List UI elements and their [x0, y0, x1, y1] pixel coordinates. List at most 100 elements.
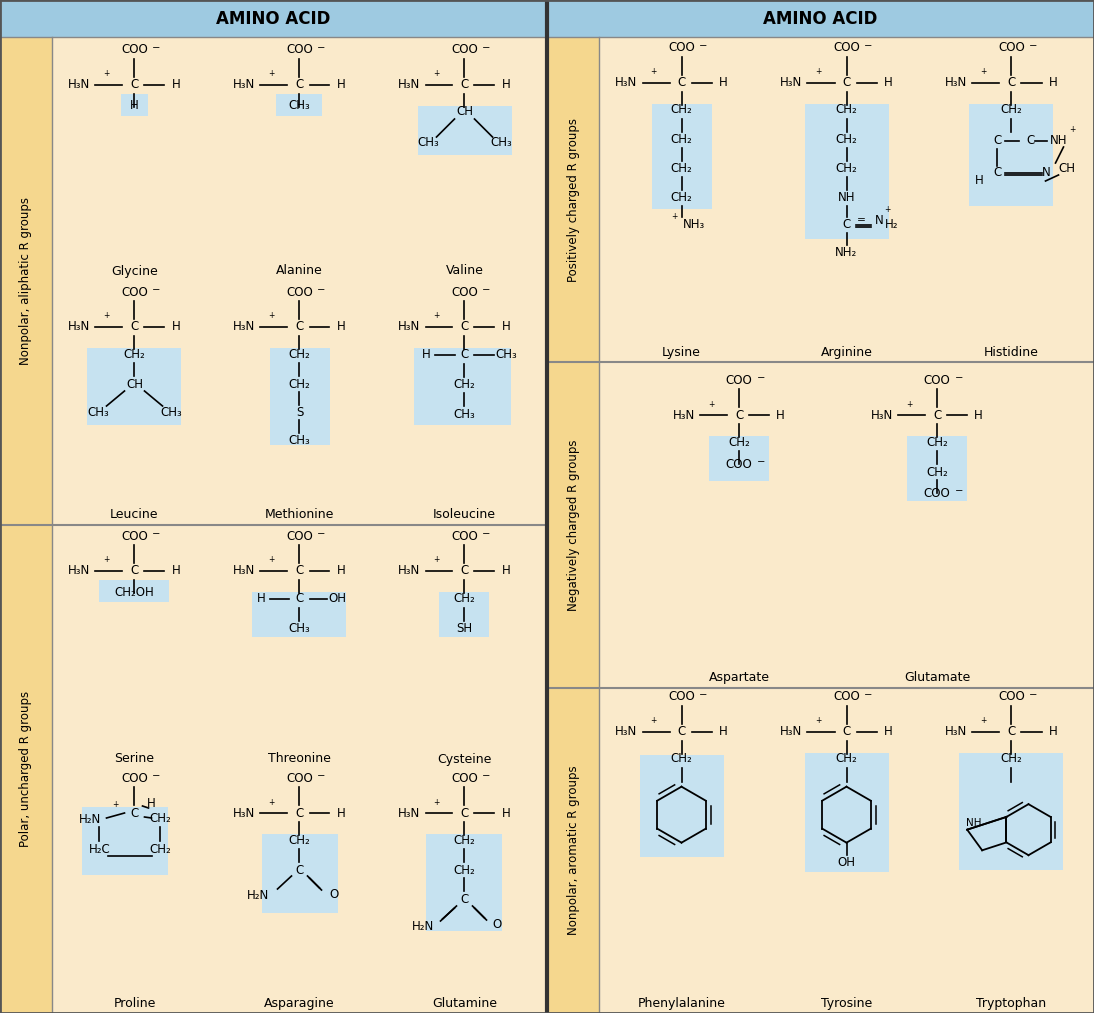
Text: −: − — [699, 690, 708, 700]
Text: +: + — [815, 716, 822, 725]
Text: H₃N: H₃N — [68, 320, 91, 333]
Text: H₃N: H₃N — [233, 320, 256, 333]
Text: COO: COO — [287, 772, 313, 784]
Text: Negatively charged R groups: Negatively charged R groups — [567, 440, 580, 611]
Text: −: − — [955, 486, 963, 496]
Bar — [959, 753, 1063, 870]
Text: CH: CH — [1059, 162, 1075, 175]
Text: −: − — [152, 529, 161, 539]
Text: −: − — [152, 43, 161, 53]
Text: −: − — [864, 41, 872, 51]
Text: CH₂: CH₂ — [454, 592, 476, 605]
Text: NH₃: NH₃ — [683, 219, 705, 232]
Text: C: C — [677, 725, 686, 738]
Text: C: C — [993, 135, 1002, 148]
Text: CH₂: CH₂ — [836, 134, 858, 147]
Text: COO: COO — [726, 458, 753, 471]
Text: −: − — [955, 374, 963, 383]
Text: C: C — [295, 863, 304, 876]
Text: COO: COO — [668, 42, 695, 55]
Text: C: C — [842, 219, 851, 232]
Text: +: + — [650, 716, 656, 725]
Text: Tryptophan: Tryptophan — [977, 997, 1047, 1010]
Text: +: + — [671, 212, 677, 221]
Text: H: H — [257, 592, 266, 605]
Bar — [82, 807, 167, 875]
Text: CH₂: CH₂ — [454, 863, 476, 876]
Text: CH₂: CH₂ — [454, 379, 476, 391]
Bar — [261, 834, 338, 913]
Text: COO: COO — [287, 286, 313, 299]
Bar — [121, 94, 148, 116]
Text: COO: COO — [923, 374, 951, 387]
Text: +: + — [708, 400, 714, 409]
Text: CH₃: CH₃ — [289, 435, 311, 448]
Text: CH₂: CH₂ — [836, 162, 858, 175]
Text: COO: COO — [834, 42, 860, 55]
Bar — [277, 94, 323, 116]
Text: CH₂: CH₂ — [927, 466, 948, 479]
Text: +: + — [268, 70, 275, 78]
Text: Leucine: Leucine — [110, 509, 159, 522]
Text: Methionine: Methionine — [265, 509, 334, 522]
Text: H₂: H₂ — [885, 219, 898, 232]
Text: +: + — [906, 400, 912, 409]
Text: +: + — [1070, 125, 1075, 134]
Text: CH₂: CH₂ — [454, 834, 476, 847]
Bar — [640, 755, 723, 857]
Text: H: H — [975, 409, 984, 421]
Text: COO: COO — [451, 286, 478, 299]
Text: −: − — [864, 690, 872, 700]
Text: H₂N: H₂N — [79, 812, 102, 826]
Text: H: H — [337, 320, 346, 333]
Text: CH₂: CH₂ — [927, 436, 948, 449]
Text: H₃N: H₃N — [233, 78, 256, 91]
Bar — [269, 348, 329, 445]
Text: OH: OH — [328, 592, 347, 605]
Text: −: − — [482, 529, 490, 539]
Text: C: C — [295, 806, 304, 820]
Text: H: H — [719, 725, 728, 738]
Text: −: − — [757, 374, 765, 383]
Text: CH₂: CH₂ — [671, 134, 693, 147]
Text: CH₂: CH₂ — [671, 753, 693, 765]
Text: NH₂: NH₂ — [836, 246, 858, 259]
Text: H: H — [172, 320, 181, 333]
Text: H: H — [884, 77, 893, 89]
Text: CH₃: CH₃ — [418, 137, 440, 150]
Text: H: H — [422, 347, 431, 361]
Text: +: + — [885, 205, 891, 214]
Text: +: + — [268, 797, 275, 806]
Text: H₃N: H₃N — [398, 320, 420, 333]
Text: CH₂: CH₂ — [1001, 103, 1023, 116]
Text: Threonine: Threonine — [268, 753, 331, 766]
Text: COO: COO — [121, 44, 148, 57]
Text: C: C — [933, 409, 941, 421]
Text: C: C — [130, 78, 139, 91]
Text: C: C — [461, 320, 468, 333]
Text: CH₃: CH₃ — [496, 347, 517, 361]
Text: C: C — [461, 806, 468, 820]
Text: CH₃: CH₃ — [289, 623, 311, 635]
Text: C: C — [1008, 77, 1015, 89]
Text: H: H — [172, 564, 181, 577]
Text: C: C — [130, 320, 139, 333]
Text: NH: NH — [966, 819, 981, 829]
Text: −: − — [152, 771, 161, 781]
Text: H: H — [884, 725, 893, 738]
Bar — [709, 437, 769, 481]
Text: +: + — [268, 312, 275, 320]
Text: Glycine: Glycine — [112, 264, 158, 278]
Text: COO: COO — [121, 530, 148, 543]
Text: NH: NH — [1049, 135, 1067, 148]
Text: S: S — [295, 405, 303, 418]
Bar — [547, 0, 1094, 37]
Bar — [804, 104, 888, 239]
Text: H: H — [501, 806, 510, 820]
Bar — [88, 348, 182, 425]
Bar — [804, 753, 888, 871]
Bar — [427, 834, 502, 931]
Text: CH₂: CH₂ — [671, 191, 693, 205]
Text: H: H — [975, 174, 984, 187]
Text: H₃N: H₃N — [398, 78, 420, 91]
